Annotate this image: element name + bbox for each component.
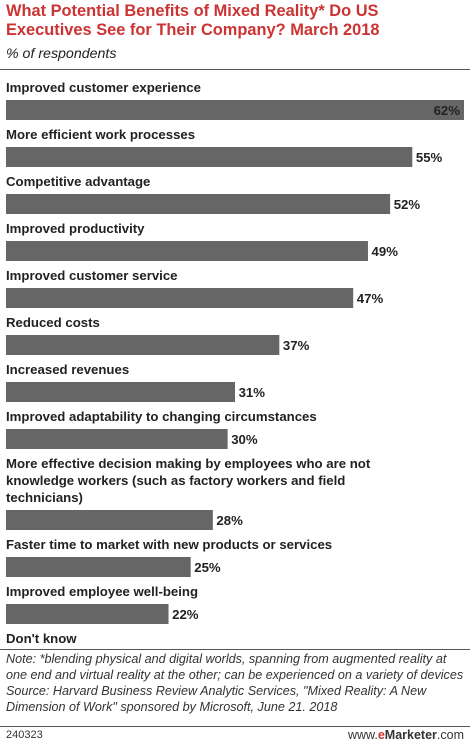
value-label: 62% <box>434 103 461 118</box>
brand-suffix: .com <box>436 728 464 742</box>
value-label: 37% <box>283 338 310 353</box>
top-divider <box>0 69 470 70</box>
category-label: Increased revenues <box>6 362 129 377</box>
category-label: More efficient work processes <box>6 127 195 142</box>
value-label: 30% <box>231 432 258 447</box>
notes-block: Note: *blending physical and digital wor… <box>6 651 466 715</box>
value-label: 52% <box>394 197 421 212</box>
value-label: 22% <box>172 607 199 622</box>
bar <box>6 604 169 624</box>
category-label: Improved adaptability to changing circum… <box>6 409 317 424</box>
category-label: More effective decision making by employ… <box>6 456 371 471</box>
brand-prefix: www. <box>347 728 378 742</box>
bar <box>6 194 391 214</box>
value-label: 25% <box>194 560 221 575</box>
brand-logo: www.eMarketer.com <box>348 728 464 742</box>
category-label: knowledge workers (such as factory worke… <box>6 473 345 488</box>
category-label: Don't know <box>6 631 77 646</box>
value-label: 31% <box>239 385 266 400</box>
bar <box>6 288 354 308</box>
bar <box>6 429 228 449</box>
value-label: 49% <box>372 244 399 259</box>
category-label: technicians) <box>6 490 83 505</box>
notes-divider <box>0 649 470 650</box>
category-label: Improved customer experience <box>6 80 201 95</box>
category-label: Improved customer service <box>6 268 178 283</box>
brand-name: Marketer <box>384 728 437 742</box>
brand-e: e <box>377 728 385 742</box>
bar <box>6 147 413 167</box>
footer-divider <box>0 726 470 727</box>
category-label: Faster time to market with new products … <box>6 537 332 552</box>
bar <box>6 510 213 530</box>
bar <box>6 100 464 120</box>
bar <box>6 241 368 261</box>
value-label: 55% <box>416 150 443 165</box>
bar <box>6 557 191 577</box>
note-text: Note: *blending physical and digital wor… <box>6 652 464 682</box>
bar <box>6 382 235 402</box>
chart-subtitle: % of respondents <box>6 46 117 62</box>
category-label: Improved productivity <box>6 221 145 236</box>
value-label: 47% <box>357 291 384 306</box>
chart-id: 240323 <box>6 729 43 741</box>
value-label: 28% <box>216 513 243 528</box>
category-label: Improved employee well-being <box>6 584 198 599</box>
category-label: Competitive advantage <box>6 174 150 189</box>
category-label: Reduced costs <box>6 315 100 330</box>
chart-title: What Potential Benefits of Mixed Reality… <box>6 2 380 39</box>
bar <box>6 335 280 355</box>
bar-chart: Improved customer experience 62% More effi… <box>6 80 464 646</box>
source-text: Source: Harvard Business Review Analytic… <box>6 684 427 714</box>
